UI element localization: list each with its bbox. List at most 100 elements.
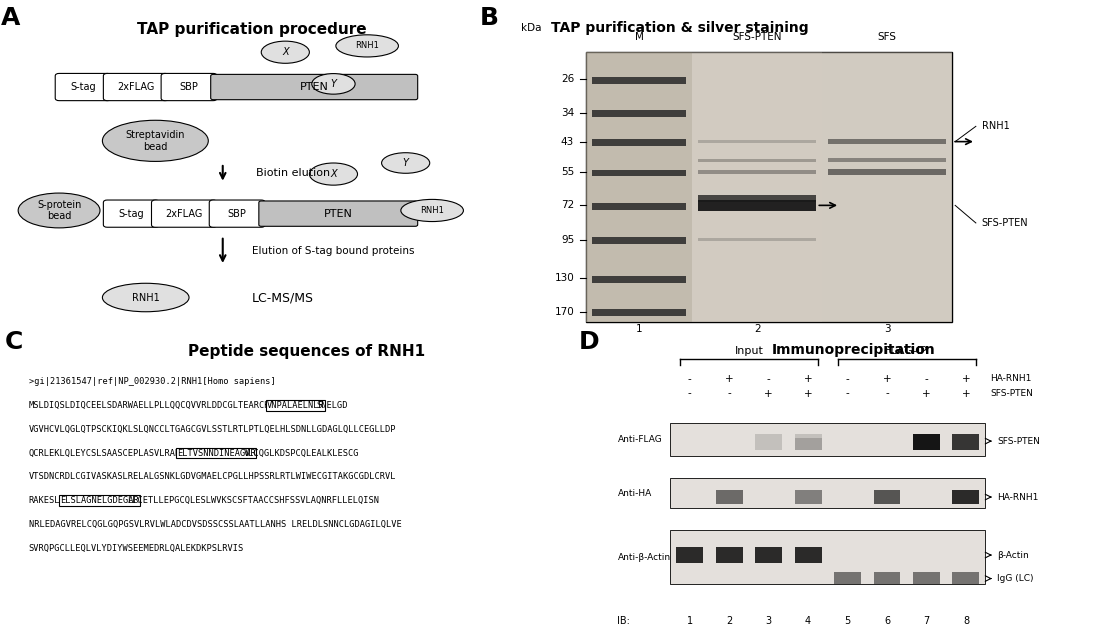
- Ellipse shape: [19, 193, 100, 228]
- Bar: [698, 195, 816, 202]
- Text: Immunoprecipitation: Immunoprecipitation: [771, 343, 935, 357]
- Text: SBP: SBP: [179, 82, 198, 92]
- Text: ELTVSNNDINEAGVR: ELTVSNNDINEAGVR: [177, 449, 256, 458]
- Text: kDa: kDa: [521, 23, 542, 32]
- Ellipse shape: [400, 199, 464, 222]
- Text: Peptide sequences of RNH1: Peptide sequences of RNH1: [188, 344, 424, 360]
- Text: RAKESLK: RAKESLK: [28, 496, 66, 505]
- FancyBboxPatch shape: [161, 73, 217, 101]
- Text: A: A: [1, 6, 21, 30]
- Text: SFS-PTEN: SFS-PTEN: [733, 32, 782, 42]
- Bar: [794, 547, 822, 563]
- Bar: [671, 423, 986, 456]
- Ellipse shape: [382, 153, 430, 173]
- Text: NRLEDAGVRELCQGLGQPGSVLRVLWLADCDVSDSSCSSLAATLLANHS LRELDLSNNCLGDAGILQLVE: NRLEDAGVRELCQGLGQPGSVLRVLWLADCDVSDSSCSSL…: [28, 520, 401, 529]
- Bar: [698, 200, 816, 211]
- Text: S-protein
bead: S-protein bead: [37, 199, 81, 222]
- Text: 3: 3: [884, 323, 891, 334]
- Bar: [592, 170, 686, 177]
- Bar: [828, 158, 946, 163]
- Text: VLCQGLKDSPCQLEALKLESCG: VLCQGLKDSPCQLEALKLESCG: [244, 449, 360, 458]
- Bar: [953, 434, 979, 450]
- Bar: [873, 490, 900, 504]
- Text: +: +: [922, 389, 931, 399]
- Bar: [823, 52, 952, 322]
- Text: 8: 8: [963, 616, 969, 626]
- Bar: [698, 170, 816, 174]
- Text: LC-MS/MS: LC-MS/MS: [252, 291, 314, 304]
- Text: RNH1: RNH1: [356, 41, 380, 51]
- Text: +: +: [804, 389, 813, 399]
- Bar: [693, 52, 823, 322]
- Text: RNH1: RNH1: [420, 206, 444, 215]
- Bar: [592, 110, 686, 117]
- Text: 72: 72: [561, 201, 574, 210]
- Bar: [828, 139, 946, 144]
- Text: IgG (LC): IgG (LC): [998, 574, 1034, 583]
- Bar: [834, 572, 861, 584]
- Ellipse shape: [103, 284, 189, 312]
- Text: +: +: [804, 373, 813, 384]
- Text: 2: 2: [754, 323, 760, 334]
- Bar: [913, 572, 940, 584]
- Text: 6: 6: [884, 616, 891, 626]
- Bar: [828, 170, 946, 175]
- Text: SFS-PTEN: SFS-PTEN: [981, 218, 1028, 228]
- FancyBboxPatch shape: [211, 75, 418, 99]
- Text: PTEN: PTEN: [300, 82, 328, 92]
- Text: +: +: [883, 373, 892, 384]
- Bar: [953, 490, 979, 504]
- FancyBboxPatch shape: [151, 200, 217, 227]
- Bar: [586, 52, 952, 322]
- Text: +: +: [765, 389, 773, 399]
- Text: -: -: [728, 389, 731, 399]
- Bar: [794, 434, 822, 450]
- Text: 95: 95: [561, 235, 574, 244]
- Text: 2xFLAG: 2xFLAG: [117, 82, 154, 92]
- Bar: [794, 490, 822, 504]
- Text: SFS-PTEN: SFS-PTEN: [990, 389, 1033, 398]
- Text: +: +: [725, 373, 733, 384]
- Text: LLCETLLEPGCQLESLWVKSCSFTAACCSHFSSVLAQNRFLLELQISN: LLCETLLEPGCQLESLWVKSCSFTAACCSHFSSVLAQNRF…: [127, 496, 380, 505]
- Bar: [715, 490, 743, 504]
- Text: 7: 7: [923, 616, 930, 626]
- Text: -: -: [846, 373, 849, 384]
- Bar: [676, 547, 703, 563]
- Text: Anti-HA: Anti-HA: [617, 489, 652, 498]
- Text: SFS: SFS: [877, 32, 897, 42]
- Text: 2xFLAG: 2xFLAG: [165, 209, 202, 218]
- Text: X: X: [330, 169, 337, 179]
- Text: Anti-FLAG: Anti-FLAG: [617, 435, 662, 444]
- Text: FLAG-IP: FLAG-IP: [885, 346, 928, 356]
- Text: RNH1: RNH1: [981, 122, 1010, 131]
- Text: Input: Input: [734, 346, 764, 356]
- Bar: [671, 479, 986, 508]
- Text: SVRQPGCLLEQLVLYDIYWSEEMEDRLQALEKDKPSLRVIS: SVRQPGCLLEQLVLYDIYWSEEMEDRLQALEKDKPSLRVI…: [28, 544, 244, 553]
- Text: 3: 3: [766, 616, 771, 626]
- Text: MSLDIQSLDIQCEELSDARWAELLPLLQQCQVVRLDDCGLTEARCKDISSALR: MSLDIQSLDIQCEELSDARWAELLPLLQQCQVVRLDDCGL…: [28, 401, 307, 410]
- Bar: [794, 437, 822, 450]
- Text: 170: 170: [555, 306, 574, 316]
- Text: TAP purification procedure: TAP purification procedure: [137, 22, 366, 37]
- Bar: [698, 238, 816, 241]
- Bar: [671, 530, 986, 584]
- Ellipse shape: [312, 73, 356, 94]
- Text: 1: 1: [636, 323, 642, 334]
- Text: S-tag: S-tag: [70, 82, 96, 92]
- Text: 55: 55: [561, 167, 574, 177]
- Bar: [592, 203, 686, 210]
- Bar: [873, 572, 900, 584]
- Text: Biotin elution: Biotin elution: [256, 168, 330, 179]
- Text: VTSDNCRDLCGIVASKASLRELALGSNKLGDVGMAELCPGLLHPSSRLRTLWIWECGITAKGCGDLCRVL: VTSDNCRDLCGIVASKASLRELALGSNKLGDVGMAELCPG…: [28, 472, 396, 481]
- Text: SBP: SBP: [228, 209, 246, 218]
- Text: Y: Y: [330, 79, 337, 89]
- Text: 4: 4: [805, 616, 811, 626]
- Bar: [592, 276, 686, 283]
- Text: β-Actin: β-Actin: [998, 551, 1029, 560]
- Text: 5: 5: [845, 616, 851, 626]
- Text: B: B: [479, 6, 499, 30]
- Text: Anti-β-Actin: Anti-β-Actin: [617, 553, 671, 561]
- Text: 43: 43: [561, 137, 574, 147]
- Text: PTEN: PTEN: [324, 209, 352, 218]
- Bar: [698, 140, 816, 143]
